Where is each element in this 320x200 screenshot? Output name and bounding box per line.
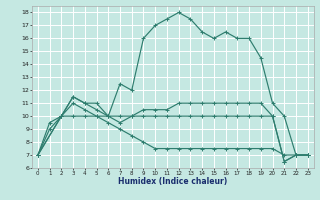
X-axis label: Humidex (Indice chaleur): Humidex (Indice chaleur) <box>118 177 228 186</box>
